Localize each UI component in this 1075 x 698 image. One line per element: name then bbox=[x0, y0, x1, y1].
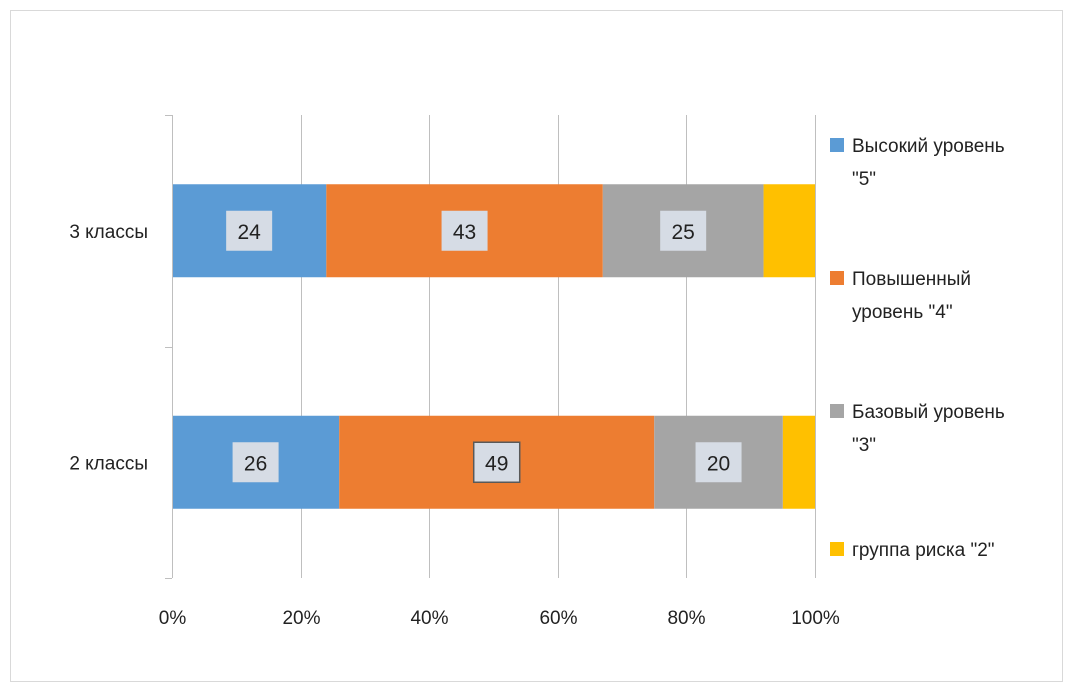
legend-label: Повышенный bbox=[852, 269, 971, 290]
data-label-box bbox=[695, 442, 742, 483]
legend-label: "3" bbox=[852, 435, 876, 456]
data-label: 49 bbox=[485, 452, 508, 475]
bar-segment bbox=[782, 415, 815, 509]
legend-label: Базовый уровень bbox=[852, 402, 1005, 423]
legend-swatch bbox=[830, 404, 844, 418]
x-tick-label: 100% bbox=[791, 608, 840, 629]
legend-swatch bbox=[830, 542, 844, 556]
data-label: 25 bbox=[672, 221, 695, 244]
data-label: 20 bbox=[707, 452, 730, 475]
legend-label: "5" bbox=[852, 169, 876, 190]
data-label: 26 bbox=[244, 452, 267, 475]
x-tick-label: 0% bbox=[159, 608, 187, 629]
axes: 0% 20% 40% 60% 80% 100% 3 классы 2 классы bbox=[69, 115, 840, 629]
bar-segment bbox=[763, 184, 815, 278]
x-tick-label: 60% bbox=[539, 608, 577, 629]
data-label-box bbox=[226, 210, 273, 251]
legend-label: группа риска "2" bbox=[852, 540, 995, 561]
legend-swatch bbox=[830, 138, 844, 152]
legend-label: Высокий уровень bbox=[852, 136, 1005, 157]
legend-label: уровень "4" bbox=[852, 302, 953, 323]
legend-swatch bbox=[830, 271, 844, 285]
category-label: 2 классы bbox=[69, 453, 148, 474]
data-label-box bbox=[660, 210, 707, 251]
x-tick-label: 20% bbox=[282, 608, 320, 629]
data-label: 24 bbox=[237, 221, 261, 244]
chart-frame bbox=[10, 10, 1063, 682]
data-label-box bbox=[441, 210, 488, 251]
data-label-box bbox=[232, 442, 279, 483]
data-label: 43 bbox=[453, 221, 476, 244]
x-tick-label: 80% bbox=[667, 608, 705, 629]
data-labels: 24 43 25 26 49 20 bbox=[226, 210, 742, 483]
data-label-box bbox=[472, 441, 521, 483]
category-label: 3 классы bbox=[69, 222, 148, 243]
legend: Высокий уровень "5" Повышенный уровень "4" Б… bbox=[830, 136, 1005, 561]
x-tick-label: 40% bbox=[410, 608, 448, 629]
